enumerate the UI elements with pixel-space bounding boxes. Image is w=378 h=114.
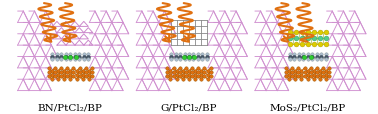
Text: MoS₂/PtCl₂/BP: MoS₂/PtCl₂/BP	[270, 102, 346, 111]
Text: BN/PtCl₂/BP: BN/PtCl₂/BP	[38, 102, 103, 111]
Text: G/PtCl₂/BP: G/PtCl₂/BP	[161, 102, 217, 111]
